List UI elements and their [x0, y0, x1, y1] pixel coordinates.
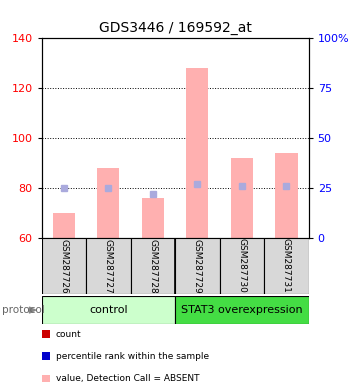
Text: GSM287727: GSM287727	[104, 238, 113, 293]
Bar	[275, 153, 297, 238]
Text: GSM287731: GSM287731	[282, 238, 291, 293]
Bar	[42, 238, 86, 294]
Bar	[175, 296, 309, 324]
Bar	[186, 68, 208, 238]
Text: GSM287729: GSM287729	[193, 238, 202, 293]
Text: control: control	[89, 305, 127, 315]
Bar	[131, 238, 175, 294]
Bar	[43, 330, 50, 338]
Text: value, Detection Call = ABSENT: value, Detection Call = ABSENT	[56, 374, 200, 383]
Text: count: count	[56, 329, 82, 339]
Bar	[42, 296, 175, 324]
Bar	[43, 353, 50, 360]
Bar	[86, 238, 131, 294]
Bar	[219, 238, 264, 294]
Bar	[175, 238, 219, 294]
Bar	[97, 168, 119, 238]
Text: protocol: protocol	[2, 305, 44, 315]
Bar	[142, 198, 164, 238]
Text: GSM287730: GSM287730	[238, 238, 246, 293]
Bar	[231, 158, 253, 238]
Text: GSM287726: GSM287726	[59, 238, 68, 293]
Bar	[264, 238, 309, 294]
Text: percentile rank within the sample: percentile rank within the sample	[56, 352, 209, 361]
Bar	[53, 213, 75, 238]
Bar	[43, 375, 50, 382]
Text: GSM287728: GSM287728	[148, 238, 157, 293]
Text: STAT3 overexpression: STAT3 overexpression	[181, 305, 303, 315]
Title: GDS3446 / 169592_at: GDS3446 / 169592_at	[99, 21, 252, 35]
